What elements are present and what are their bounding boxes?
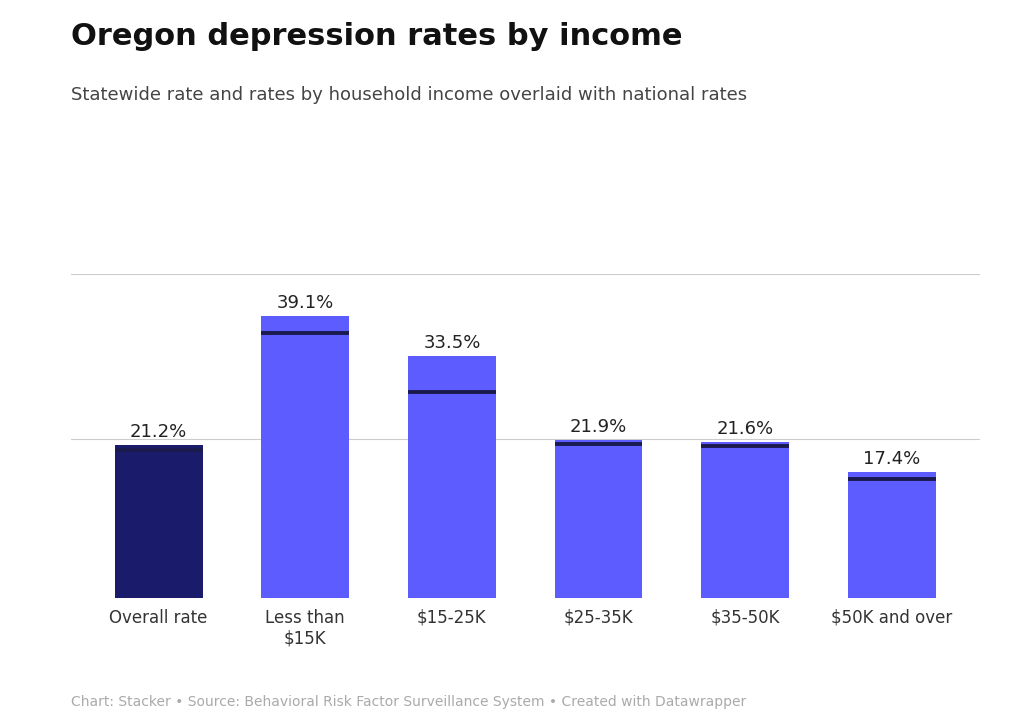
Text: 33.5%: 33.5% [423, 334, 481, 352]
Bar [115, 445, 203, 598]
Text: Statewide rate and rates by household income overlaid with national rates: Statewide rate and rates by household in… [71, 86, 746, 104]
Text: Oregon depression rates by income: Oregon depression rates by income [71, 22, 682, 50]
Bar [262, 316, 349, 598]
Bar [408, 356, 496, 598]
Bar [554, 440, 642, 598]
Bar [847, 472, 935, 598]
Text: 17.4%: 17.4% [864, 450, 920, 468]
Text: 39.1%: 39.1% [277, 294, 334, 312]
Text: 21.2%: 21.2% [130, 423, 187, 441]
Text: Chart: Stacker • Source: Behavioral Risk Factor Surveillance System • Created wi: Chart: Stacker • Source: Behavioral Risk… [71, 696, 746, 709]
Bar [701, 442, 789, 598]
Text: 21.9%: 21.9% [570, 418, 627, 436]
Text: 21.6%: 21.6% [716, 420, 774, 438]
